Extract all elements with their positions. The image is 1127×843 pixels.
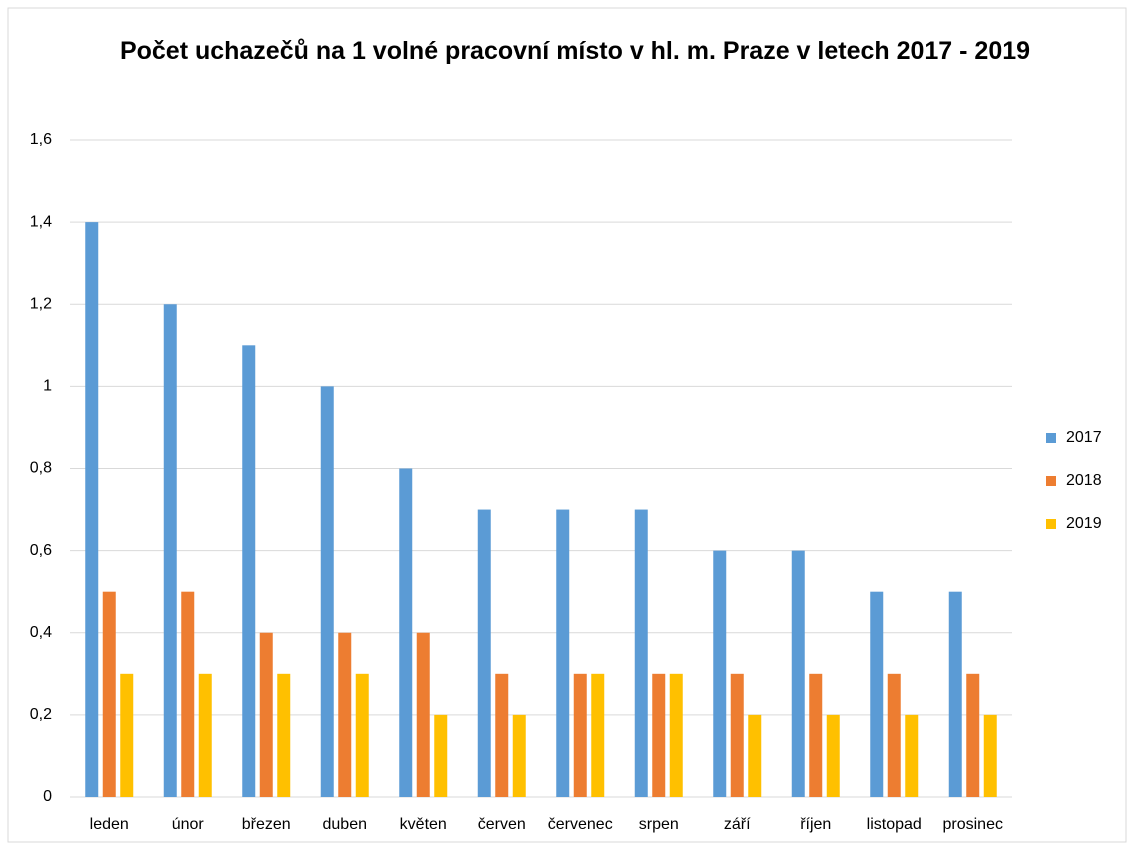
bar (791, 550, 805, 797)
y-tick-label: 1,6 (30, 131, 52, 148)
bar (826, 714, 840, 797)
bar (181, 591, 195, 797)
bar (966, 673, 980, 797)
y-tick-label: 1,4 (30, 213, 52, 230)
x-tick-label: červenec (548, 816, 613, 833)
y-tick-label: 0,8 (30, 460, 52, 477)
legend-label: 2018 (1066, 472, 1102, 489)
bar (556, 509, 570, 797)
x-tick-label: červen (478, 816, 526, 833)
bar (259, 632, 273, 797)
bar (198, 673, 212, 797)
bar (591, 673, 605, 797)
x-tick-label: září (724, 816, 751, 833)
x-tick-label: únor (172, 816, 205, 833)
x-tick-label: srpen (639, 816, 679, 833)
bar (713, 550, 727, 797)
bar (355, 673, 369, 797)
bar (634, 509, 648, 797)
bar (512, 714, 526, 797)
y-tick-label: 1,2 (30, 295, 52, 312)
bar (277, 673, 291, 797)
bar (669, 673, 683, 797)
legend-swatch (1046, 433, 1056, 443)
bar (399, 468, 413, 797)
bar (948, 591, 962, 797)
x-tick-label: leden (90, 816, 129, 833)
bar (495, 673, 509, 797)
chart-title: Počet uchazečů na 1 volné pracovní místo… (119, 37, 1031, 65)
x-tick-label: duben (323, 816, 368, 833)
bar (870, 591, 884, 797)
bar (338, 632, 352, 797)
y-tick-label: 0,6 (30, 542, 52, 559)
bar (163, 304, 177, 797)
y-tick-label: 0,4 (30, 624, 52, 641)
x-tick-label: listopad (867, 816, 922, 833)
bar (85, 222, 99, 797)
x-tick-label: březen (242, 816, 291, 833)
legend-swatch (1046, 476, 1056, 486)
y-tick-label: 0 (43, 788, 52, 805)
y-tick-label: 1 (43, 378, 52, 395)
bar (120, 673, 134, 797)
legend-label: 2017 (1066, 429, 1102, 446)
bar (477, 509, 491, 797)
bar (983, 714, 997, 797)
bar (102, 591, 116, 797)
bar (320, 386, 334, 797)
bar (416, 632, 430, 797)
bar (573, 673, 587, 797)
x-tick-label: květen (400, 816, 447, 833)
bar (652, 673, 666, 797)
bar (887, 673, 901, 797)
x-tick-label: říjen (800, 816, 831, 833)
legend-label: 2019 (1066, 515, 1102, 532)
bar (242, 345, 256, 797)
bar (905, 714, 919, 797)
bar (730, 673, 744, 797)
legend-swatch (1046, 519, 1056, 529)
x-tick-label: prosinec (943, 816, 1003, 833)
bar (434, 714, 448, 797)
bar (748, 714, 762, 797)
bar (809, 673, 823, 797)
y-tick-label: 0,2 (30, 706, 52, 723)
